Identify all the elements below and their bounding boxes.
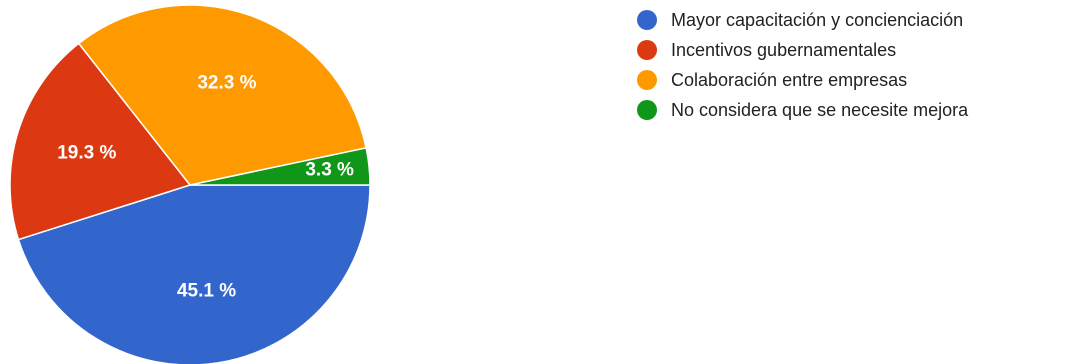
pie-slice-label-3: 3.3 % <box>305 159 354 180</box>
legend: Mayor capacitación y concienciación Ince… <box>637 6 968 126</box>
legend-item-colaboracion[interactable]: Colaboración entre empresas <box>637 66 968 94</box>
pie-slice-label-1: 19.3 % <box>57 142 116 163</box>
legend-item-no-mejora[interactable]: No considera que se necesite mejora <box>637 96 968 124</box>
pie-chart: 45.1 % 19.3 % 32.3 % 3.3 % <box>9 4 371 364</box>
pie-slice-3[interactable] <box>189 147 371 186</box>
legend-dot-icon <box>637 40 657 60</box>
pie-slice-0[interactable] <box>17 184 371 364</box>
legend-label: Mayor capacitación y concienciación <box>671 9 964 30</box>
pie-slice-label-0: 45.1 % <box>177 281 236 302</box>
legend-item-incentivos[interactable]: Incentivos gubernamentales <box>637 36 968 64</box>
legend-dot-icon <box>637 100 657 120</box>
pie-slice-label-2: 32.3 % <box>197 73 256 94</box>
legend-item-capacitacion[interactable]: Mayor capacitación y concienciación <box>637 6 968 34</box>
legend-label: Incentivos gubernamentales <box>671 39 897 60</box>
legend-dot-icon <box>637 10 657 30</box>
pie-slice-1[interactable] <box>9 42 192 241</box>
pie-slice-2[interactable] <box>77 4 368 186</box>
legend-label: Colaboración entre empresas <box>671 69 908 90</box>
legend-dot-icon <box>637 70 657 90</box>
legend-label: No considera que se necesite mejora <box>671 99 969 120</box>
